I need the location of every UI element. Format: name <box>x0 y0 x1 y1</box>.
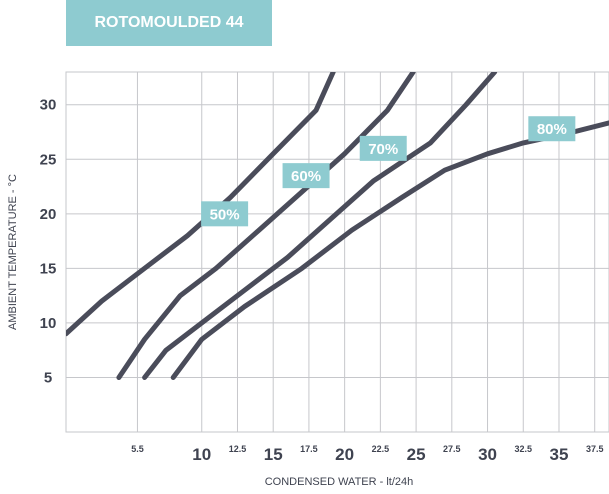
y-tick-labels: 5 10 15 20 25 30 <box>40 97 57 387</box>
x-tick-label: 25 <box>407 445 426 464</box>
series-label-box-60 <box>282 163 330 189</box>
x-tick-label: 32.5 <box>514 444 532 454</box>
x-tick-label: 10 <box>192 445 211 464</box>
x-tick-labels: 5.5 10 12.5 15 17.5 20 22.5 25 27.5 30 32.5 35 37.5 <box>131 444 603 464</box>
x-tick-label: 37.5 <box>586 444 604 454</box>
chart-title: ROTOMOULDED 44 <box>66 0 272 46</box>
x-tick-label: 35 <box>550 445 569 464</box>
x-tick-label: 30 <box>478 445 497 464</box>
x-tick-label: 17.5 <box>300 444 318 454</box>
x-tick-label: 20 <box>335 445 354 464</box>
series-line-80 <box>170 120 609 380</box>
x-tick-label: 22.5 <box>372 444 390 454</box>
series-label-60: 60% <box>291 168 321 185</box>
y-tick-label: 30 <box>40 97 57 114</box>
x-axis-label: CONDENSED WATER - lt/24h <box>265 476 414 488</box>
chart-series-group <box>66 72 609 380</box>
x-tick-label: 27.5 <box>443 444 461 454</box>
series-label-box-80 <box>528 116 576 142</box>
series-label-80: 80% <box>537 121 567 138</box>
series-label-50: 50% <box>210 206 240 223</box>
series-labels-group: 50% 60% 70% 80% <box>201 116 576 227</box>
y-axis-label: AMBIENT TEMPERATURE - °C <box>7 174 19 330</box>
chart-grid <box>65 71 609 433</box>
y-tick-label: 10 <box>40 315 57 332</box>
x-tick-label: 12.5 <box>229 444 247 454</box>
series-line-60 <box>116 72 416 380</box>
series-label-box-50 <box>201 201 249 227</box>
y-tick-label: 25 <box>40 151 57 168</box>
series-label-70: 70% <box>368 141 398 158</box>
plot-frame <box>65 71 609 433</box>
series-label-box-70 <box>359 135 407 161</box>
y-tick-label: 20 <box>40 206 57 223</box>
y-tick-label: 5 <box>44 369 52 386</box>
series-line-70 <box>142 72 498 380</box>
y-tick-label: 15 <box>40 260 57 277</box>
x-tick-label: 5.5 <box>131 444 144 454</box>
x-tick-label: 15 <box>264 445 283 464</box>
